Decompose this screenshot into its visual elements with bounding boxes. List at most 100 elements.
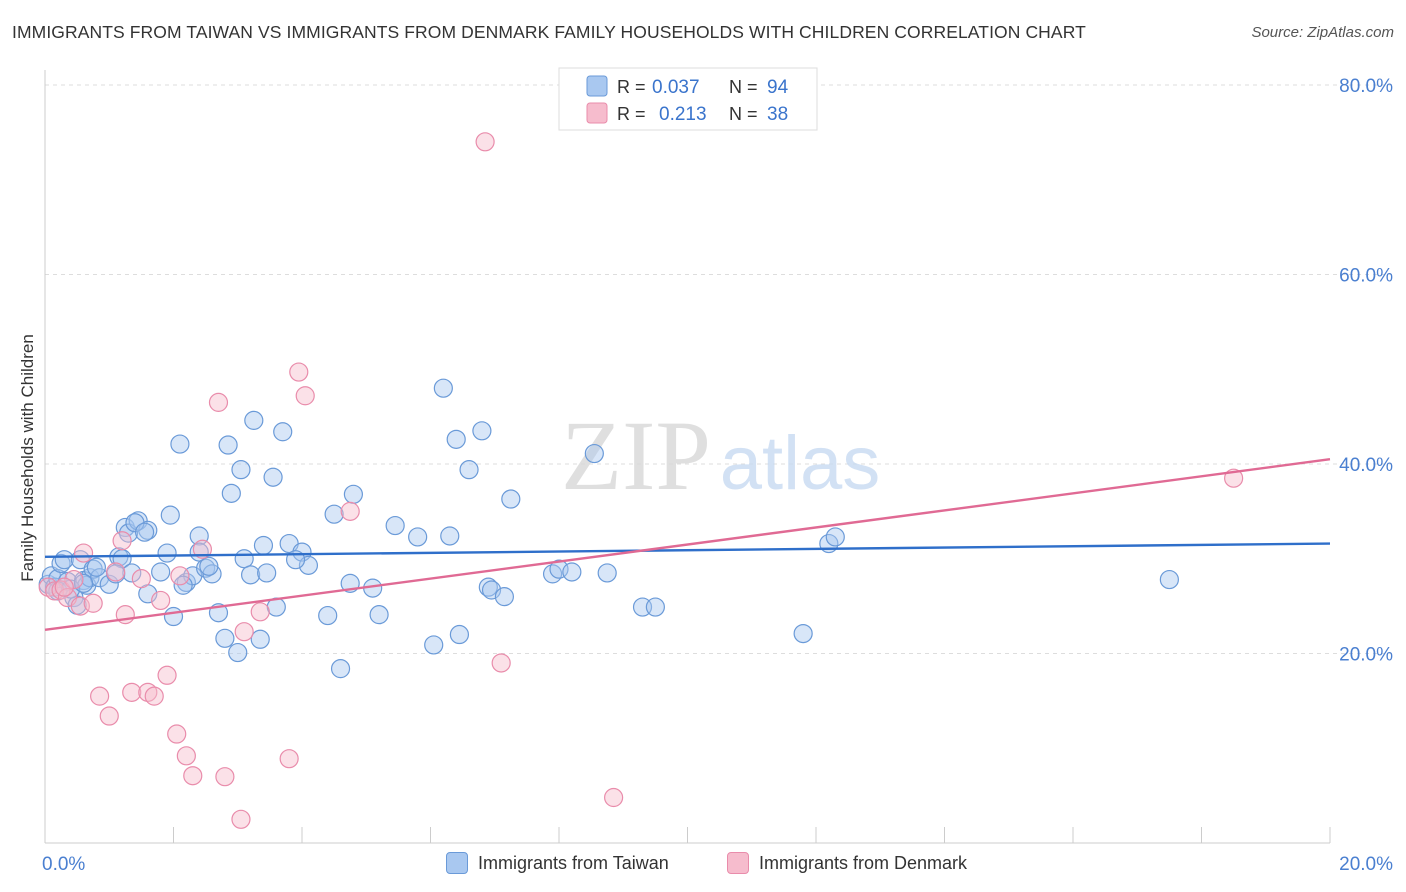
legend-n-label-taiwan: N =	[729, 77, 758, 97]
point-taiwan	[501, 489, 521, 509]
point-denmark	[491, 653, 511, 673]
point-denmark	[279, 749, 299, 769]
point-taiwan	[199, 556, 219, 576]
point-denmark	[289, 362, 309, 382]
legend-r-label-taiwan: R =	[617, 77, 646, 97]
bottom-legend-item-denmark: Immigrants from Denmark	[727, 852, 967, 874]
point-taiwan	[825, 527, 845, 547]
point-taiwan	[250, 629, 270, 649]
point-denmark	[83, 593, 103, 613]
legend-n-value-denmark: 38	[767, 104, 788, 125]
legend-r-value-taiwan: 0.037	[652, 77, 700, 98]
point-taiwan	[273, 422, 293, 442]
point-taiwan	[157, 543, 177, 563]
point-taiwan	[253, 535, 274, 556]
bottom-legend-swatch-denmark	[727, 852, 749, 874]
point-taiwan	[244, 410, 264, 430]
point-taiwan	[73, 573, 94, 593]
point-taiwan	[645, 597, 665, 617]
y-tick-label: 40.0%	[1339, 455, 1393, 476]
point-denmark	[167, 724, 187, 744]
point-taiwan	[215, 628, 235, 648]
point-taiwan	[478, 577, 498, 597]
point-taiwan	[343, 484, 363, 504]
y-tick-label: 60.0%	[1339, 265, 1393, 286]
point-denmark	[131, 569, 151, 589]
point-denmark	[144, 686, 164, 706]
point-taiwan	[584, 443, 604, 464]
legend-n-value-taiwan: 94	[767, 77, 789, 98]
point-denmark	[157, 665, 177, 685]
point-taiwan	[433, 378, 453, 398]
point-denmark	[250, 602, 270, 622]
point-taiwan	[234, 549, 254, 569]
point-taiwan	[160, 505, 180, 525]
point-denmark	[295, 386, 315, 406]
point-taiwan	[562, 562, 582, 582]
bottom-legend-item-taiwan: Immigrants from Taiwan	[446, 852, 669, 874]
point-taiwan	[597, 563, 617, 583]
point-denmark	[64, 569, 84, 590]
legend-r-value-denmark: 0.213	[659, 104, 707, 125]
point-denmark	[73, 543, 94, 563]
point-taiwan	[318, 605, 338, 626]
point-denmark	[99, 706, 119, 726]
point-taiwan	[54, 550, 74, 570]
point-denmark	[51, 580, 71, 600]
point-denmark	[340, 501, 360, 521]
bottom-legend: Immigrants from Taiwan Immigrants from D…	[0, 852, 1406, 878]
point-taiwan	[122, 563, 142, 583]
bottom-legend-label-denmark: Immigrants from Denmark	[759, 852, 968, 873]
point-denmark	[106, 562, 126, 582]
trendlines	[44, 458, 1331, 631]
point-denmark	[215, 767, 235, 787]
source-credit: Source: ZipAtlas.com	[1251, 24, 1394, 41]
point-taiwan	[257, 563, 277, 583]
axes	[44, 70, 1331, 844]
y-tick-label: 80.0%	[1339, 76, 1393, 97]
point-denmark	[176, 746, 196, 766]
y-tick-label: 20.0%	[1339, 644, 1393, 665]
trendline-taiwan	[44, 542, 1331, 559]
point-taiwan	[228, 642, 248, 663]
point-taiwan	[231, 460, 251, 480]
point-denmark	[192, 539, 213, 559]
point-taiwan	[218, 435, 238, 455]
point-taiwan	[793, 623, 813, 644]
x-tick-label: 20.0%	[1339, 854, 1393, 875]
point-taiwan	[263, 467, 283, 487]
point-taiwan	[170, 434, 190, 454]
point-denmark	[170, 566, 190, 586]
point-taiwan	[324, 504, 344, 524]
point-taiwan	[369, 605, 389, 625]
point-denmark	[234, 622, 254, 642]
point-taiwan	[221, 483, 241, 503]
point-denmark	[475, 132, 495, 152]
point-taiwan	[449, 624, 470, 645]
point-taiwan	[494, 587, 514, 607]
point-taiwan	[446, 429, 466, 449]
point-taiwan	[472, 421, 492, 441]
point-denmark	[151, 590, 171, 611]
point-taiwan	[163, 606, 184, 627]
point-taiwan	[459, 460, 479, 480]
legend-r-label-denmark: R =	[617, 104, 646, 124]
legend-swatch-taiwan	[586, 75, 608, 97]
point-taiwan	[51, 553, 71, 574]
series-denmark-points	[38, 132, 1244, 829]
point-taiwan	[440, 526, 460, 546]
point-taiwan	[241, 565, 261, 585]
x-tick-label: 0.0%	[42, 854, 85, 875]
watermark: ZIP atlas	[561, 400, 880, 511]
point-denmark	[208, 392, 229, 412]
legend-n-label-denmark: N =	[729, 104, 758, 124]
legend-swatch-denmark	[586, 102, 608, 124]
point-taiwan	[1159, 569, 1179, 590]
legend-box: R = 0.037 N = 94 R = 0.213 N = 38	[558, 67, 818, 131]
point-denmark	[604, 787, 624, 808]
bottom-legend-swatch-taiwan	[446, 852, 468, 874]
point-taiwan	[385, 515, 405, 536]
point-denmark	[183, 766, 203, 786]
point-denmark	[231, 809, 251, 829]
chart-title: IMMIGRANTS FROM TAIWAN VS IMMIGRANTS FRO…	[12, 22, 1086, 42]
